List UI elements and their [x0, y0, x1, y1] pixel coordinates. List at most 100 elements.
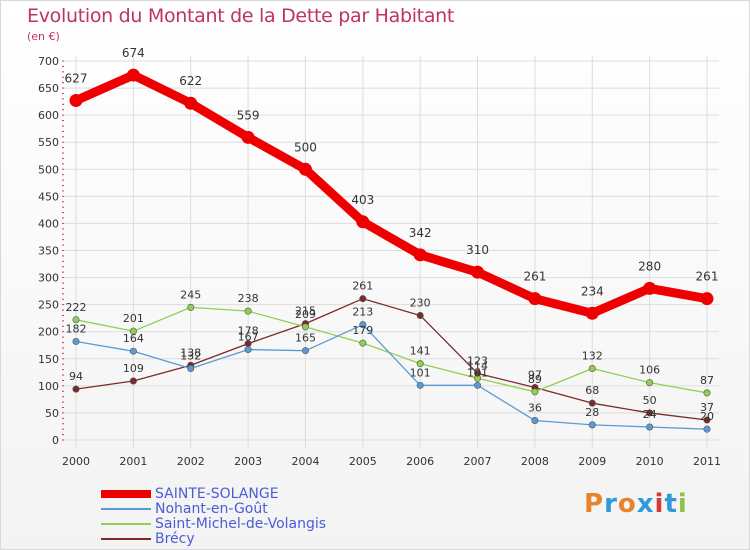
- logo-letter: i: [654, 489, 665, 519]
- data-label: 24: [643, 408, 657, 421]
- series-line-1: [75, 324, 708, 430]
- data-label: 342: [409, 226, 432, 240]
- data-point: [588, 421, 596, 429]
- x-tick-label: 2005: [349, 455, 377, 468]
- data-point: [184, 96, 198, 110]
- y-tick-label: 100: [38, 380, 59, 393]
- data-point: [413, 248, 427, 262]
- data-label: 89: [528, 373, 542, 386]
- data-label: 97: [528, 368, 542, 381]
- chart-title: Evolution du Montant de la Dette par Hab…: [27, 5, 455, 27]
- legend-swatch: [101, 522, 151, 525]
- data-point: [416, 381, 424, 389]
- legend-item: Nohant-en-Goût: [101, 500, 326, 517]
- data-point: [471, 265, 485, 279]
- data-label: 37: [700, 401, 714, 414]
- data-point: [703, 416, 711, 424]
- data-point: [356, 215, 370, 229]
- y-tick-label: 550: [38, 136, 59, 149]
- data-label: 87: [700, 374, 714, 387]
- x-tick-label: 2008: [521, 455, 549, 468]
- legend-item: Brécy: [101, 531, 326, 547]
- y-tick-label: 400: [38, 217, 59, 230]
- x-tick-label: 2011: [693, 455, 721, 468]
- data-label: 141: [410, 345, 431, 358]
- data-label: 622: [179, 74, 202, 88]
- legend-label: SAINTE-SOLANGE: [155, 485, 279, 502]
- data-label: 201: [123, 312, 144, 325]
- data-label: 138: [180, 346, 201, 359]
- data-point: [416, 311, 424, 319]
- data-point: [72, 385, 80, 393]
- y-tick-label: 600: [38, 109, 59, 122]
- y-tick-label: 150: [38, 353, 59, 366]
- data-point: [646, 423, 654, 431]
- data-point: [244, 307, 252, 315]
- logo-letter: x: [636, 489, 655, 519]
- data-label: 559: [237, 108, 260, 122]
- data-label: 132: [582, 350, 603, 363]
- data-label: 245: [180, 288, 201, 301]
- legend-swatch: [101, 537, 151, 540]
- data-point: [643, 281, 657, 295]
- data-label: 182: [66, 322, 87, 335]
- data-point: [129, 347, 137, 355]
- legend: SAINTE-SOLANGE Nohant-en-Goût Saint-Michel…: [101, 485, 326, 547]
- data-point: [241, 130, 255, 144]
- logo-letter: P: [584, 489, 605, 519]
- data-label: 234: [581, 284, 604, 298]
- x-tick-label: 2001: [119, 455, 147, 468]
- data-point: [129, 377, 137, 385]
- data-label: 101: [467, 366, 488, 379]
- data-point: [298, 162, 312, 176]
- data-label: 261: [523, 270, 546, 284]
- legend-swatch: [101, 489, 151, 498]
- y-tick-label: 300: [38, 272, 59, 285]
- data-point: [703, 389, 711, 397]
- y-tick-label: 700: [38, 55, 59, 68]
- series-line-2: [75, 306, 708, 394]
- data-point: [69, 94, 83, 108]
- y-tick-label: 650: [38, 82, 59, 95]
- data-label: 230: [410, 296, 431, 309]
- x-tick-label: 2010: [636, 455, 664, 468]
- data-point: [187, 365, 195, 373]
- data-label: 28: [585, 406, 599, 419]
- legend-item: Saint-Michel-de-Volangis: [101, 516, 326, 532]
- data-point: [585, 306, 599, 320]
- data-label: 403: [351, 193, 374, 207]
- series-line-3: [75, 298, 708, 421]
- data-label: 261: [696, 270, 719, 284]
- data-point: [474, 374, 482, 382]
- data-label: 106: [639, 364, 660, 377]
- data-point: [129, 327, 137, 335]
- data-point: [700, 292, 714, 306]
- logo-letter: t: [664, 489, 678, 519]
- data-point: [126, 68, 140, 82]
- legend-item: SAINTE-SOLANGE: [101, 485, 326, 502]
- data-label: 280: [638, 259, 661, 273]
- legend-label: Nohant-en-Goût: [155, 500, 268, 517]
- x-tick-label: 2007: [464, 455, 492, 468]
- x-tick-label: 2006: [406, 455, 434, 468]
- data-label: 627: [65, 72, 88, 86]
- chart-subtitle: (en €): [27, 30, 60, 43]
- data-label: 94: [69, 370, 83, 383]
- data-label: 213: [352, 306, 373, 319]
- data-label: 164: [123, 332, 144, 345]
- x-tick-label: 2002: [177, 455, 205, 468]
- x-tick-label: 2004: [291, 455, 319, 468]
- data-label: 114: [467, 359, 488, 372]
- data-label: 68: [585, 384, 599, 397]
- data-point: [588, 365, 596, 373]
- data-point: [531, 388, 539, 396]
- data-label: 123: [467, 354, 488, 367]
- data-label: 109: [123, 362, 144, 375]
- data-point: [72, 337, 80, 345]
- data-label: 310: [466, 243, 489, 257]
- y-tick-label: 250: [38, 299, 59, 312]
- data-point: [359, 295, 367, 303]
- data-point: [646, 409, 654, 417]
